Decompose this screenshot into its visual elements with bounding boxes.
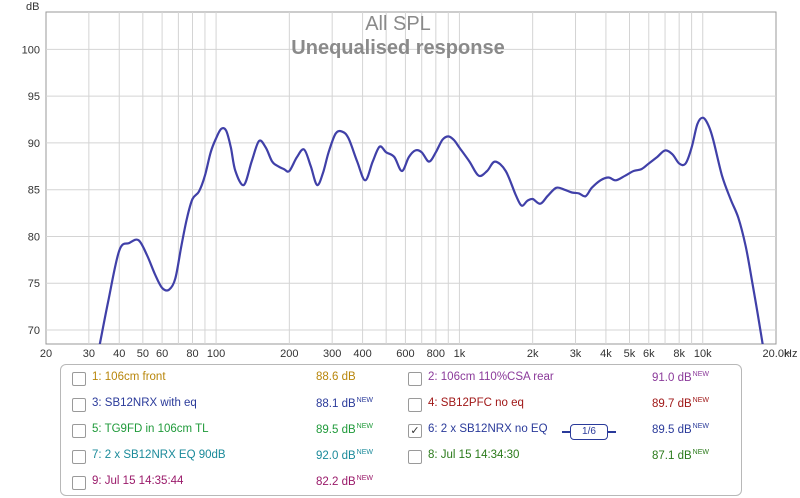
x-tick-label: 10k <box>694 348 712 360</box>
y-tick-label: 85 <box>28 185 40 197</box>
x-tick-label: 600 <box>396 348 414 360</box>
new-badge: NEW <box>356 475 373 482</box>
x-tick-label: 50 <box>137 348 149 360</box>
x-axis-label: Hz <box>784 348 797 360</box>
y-tick-label: 100 <box>22 44 40 56</box>
x-tick-label: 20 <box>40 348 52 360</box>
legend-value-text: 82.2 dB <box>316 475 356 488</box>
new-badge: NEW <box>692 371 709 378</box>
legend-label: 2: 106cm 110%CSA rear <box>428 371 554 383</box>
x-tick-label: 300 <box>323 348 341 360</box>
x-tick-label: 2k <box>527 348 539 360</box>
x-tick-label: 3k <box>570 348 582 360</box>
legend-checkbox[interactable] <box>408 372 422 386</box>
legend-label: 6: 2 x SB12NRX no EQ <box>428 423 548 435</box>
smoothing-indicator[interactable]: 1/6 <box>562 424 616 440</box>
legend-checkbox[interactable] <box>72 424 86 438</box>
x-tick-label: 1k <box>454 348 466 360</box>
legend-value-text: 87.1 dB <box>652 449 692 462</box>
x-tick-label: 200 <box>280 348 298 360</box>
new-badge: NEW <box>692 423 709 430</box>
legend-label: 5: TG9FD in 106cm TL <box>92 423 209 435</box>
x-tick-label: 40 <box>113 348 125 360</box>
legend-value: 88.1 dBNEW <box>316 397 373 410</box>
y-tick-label: 80 <box>28 231 40 243</box>
legend-value: 92.0 dBNEW <box>316 449 373 462</box>
legend-value: 89.7 dBNEW <box>652 397 709 410</box>
legend-checkbox[interactable] <box>72 450 86 464</box>
x-tick-label: 6k <box>643 348 655 360</box>
new-badge: NEW <box>356 449 373 456</box>
legend-panel <box>60 364 742 496</box>
legend-label: 3: SB12NRX with eq <box>92 397 197 409</box>
y-tick-label: 90 <box>28 138 40 150</box>
y-axis-label: dB <box>26 1 39 13</box>
legend-checkbox[interactable] <box>72 476 86 490</box>
new-badge: NEW <box>692 397 709 404</box>
legend-value: 88.6 dB <box>316 371 356 383</box>
x-tick-label: 5k <box>624 348 636 360</box>
x-tick-label: 30 <box>83 348 95 360</box>
legend-checkbox[interactable] <box>72 398 86 412</box>
legend-checkbox[interactable] <box>408 450 422 464</box>
new-badge: NEW <box>356 423 373 430</box>
y-tick-label: 70 <box>28 325 40 337</box>
legend-value-text: 91.0 dB <box>652 371 692 384</box>
x-tick-label: 800 <box>427 348 445 360</box>
plot-area <box>45 11 777 345</box>
legend-value-text: 92.0 dB <box>316 449 356 462</box>
new-badge: NEW <box>692 449 709 456</box>
series-line <box>98 116 764 344</box>
legend-label: 7: 2 x SB12NRX EQ 90dB <box>92 449 226 461</box>
legend-value: 89.5 dBNEW <box>652 423 709 436</box>
legend-checkbox[interactable] <box>408 398 422 412</box>
legend-label: 9: Jul 15 14:35:44 <box>92 475 184 487</box>
x-tick-label: 60 <box>156 348 168 360</box>
legend-value: 87.1 dBNEW <box>652 449 709 462</box>
x-tick-label: 400 <box>353 348 371 360</box>
legend-value: 82.2 dBNEW <box>316 475 373 488</box>
legend-checkbox[interactable]: ✓ <box>408 424 422 438</box>
x-tick-label: 80 <box>186 348 198 360</box>
y-tick-label: 95 <box>28 91 40 103</box>
x-tick-label: 20.0k <box>763 348 790 360</box>
chart-title: All SPL <box>365 13 431 35</box>
x-tick-label: 4k <box>600 348 612 360</box>
legend-checkbox[interactable] <box>72 372 86 386</box>
legend-value-text: 88.6 dB <box>316 371 356 383</box>
legend-value-text: 89.5 dB <box>652 423 692 436</box>
legend-value-text: 89.5 dB <box>316 423 356 436</box>
legend-value: 89.5 dBNEW <box>316 423 373 436</box>
legend-label: 4: SB12PFC no eq <box>428 397 524 409</box>
legend-label: 8: Jul 15 14:34:30 <box>428 449 520 461</box>
legend-value: 91.0 dBNEW <box>652 371 709 384</box>
legend-label: 1: 106cm front <box>92 371 166 383</box>
x-tick-label: 100 <box>207 348 225 360</box>
legend-value-text: 88.1 dB <box>316 397 356 410</box>
y-tick-label: 75 <box>28 278 40 290</box>
chart-subtitle: Unequalised response <box>291 37 505 59</box>
new-badge: NEW <box>356 397 373 404</box>
x-tick-label: 8k <box>673 348 685 360</box>
legend-value-text: 89.7 dB <box>652 397 692 410</box>
